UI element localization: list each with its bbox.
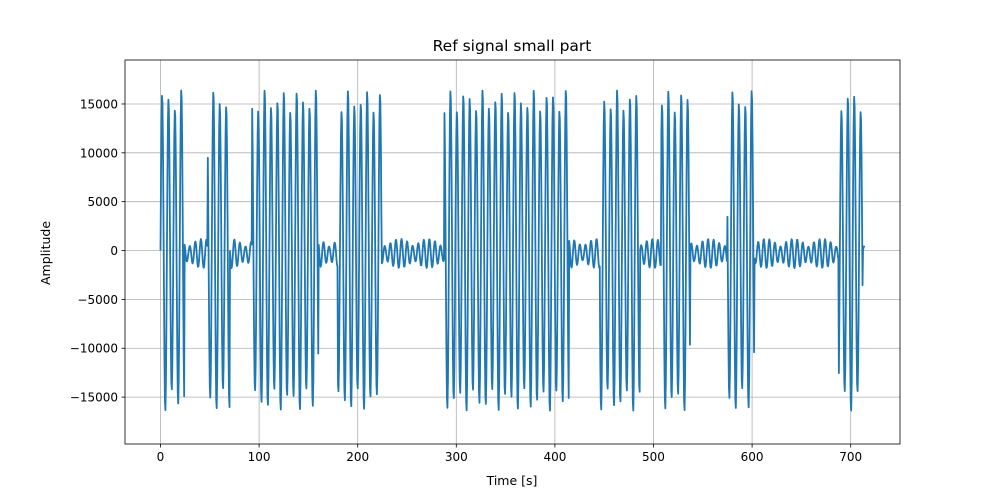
chart-title: Ref signal small part — [433, 37, 592, 55]
x-tick-label: 700 — [839, 450, 862, 464]
x-tick-label: 500 — [642, 450, 665, 464]
signal-line — [159, 89, 866, 412]
y-tick-label: −10000 — [70, 342, 118, 356]
x-tick-label: 100 — [248, 450, 271, 464]
y-tick-label: 0 — [110, 244, 118, 258]
y-tick-label: 10000 — [80, 146, 118, 160]
y-axis-label: Amplitude — [38, 221, 53, 285]
x-axis-label: Time [s] — [486, 473, 538, 488]
x-axis: 0 100 200 300 400 500 600 700 — [157, 444, 862, 464]
x-tick-label: 0 — [157, 450, 165, 464]
y-axis: −15000 −10000 −5000 0 5000 10000 15000 — [70, 97, 125, 405]
y-tick-label: −5000 — [77, 293, 118, 307]
y-tick-label: −15000 — [70, 391, 118, 405]
plot-frame — [124, 59, 901, 445]
x-tick-label: 200 — [346, 450, 369, 464]
x-tick-label: 300 — [445, 450, 468, 464]
y-tick-label: 5000 — [87, 195, 118, 209]
y-tick-label: 15000 — [80, 97, 118, 111]
x-tick-label: 400 — [543, 450, 566, 464]
x-tick-label: 600 — [741, 450, 764, 464]
series-layer — [159, 89, 866, 412]
